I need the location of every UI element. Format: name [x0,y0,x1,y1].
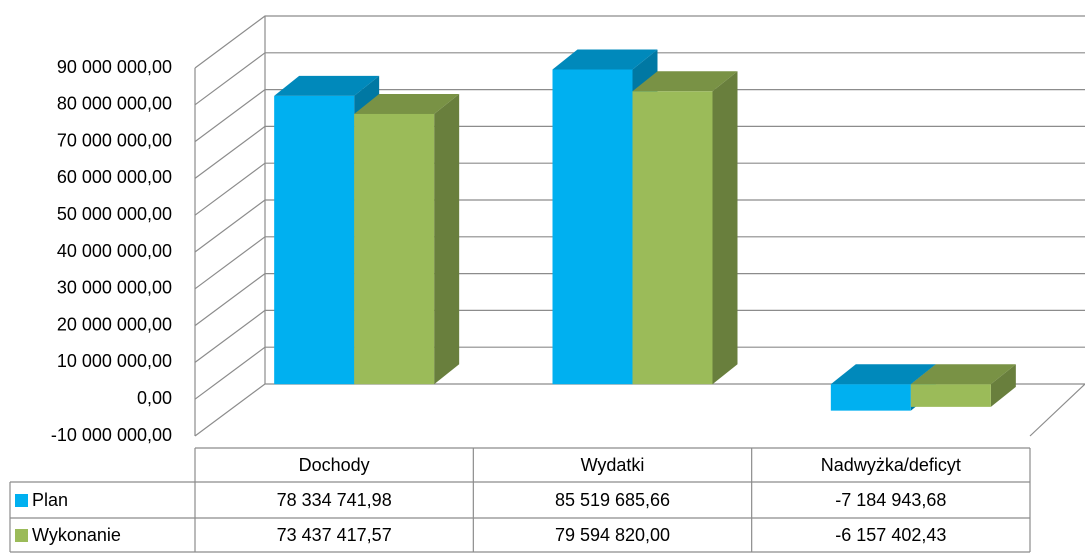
legend-key [15,494,28,507]
bar-top [910,364,1016,385]
bar [910,364,1016,407]
bar-front [274,95,355,385]
table-value: 85 519 685,66 [555,490,670,510]
floor-edge [1029,383,1085,437]
grid-line [194,125,1085,179]
x-tick-label: Wydatki [581,455,645,475]
grid-line [194,15,1085,69]
bar-top [354,93,460,114]
x-tick-label: Nadwyżka/deficyt [821,455,961,475]
table-value: 79 594 820,00 [555,525,670,545]
grid-line [194,52,1085,106]
bar-top [274,75,380,96]
bar-front [830,384,911,411]
y-tick-label: 70 000 000,00 [57,130,172,150]
grid-line [194,346,1085,400]
y-tick-label: 60 000 000,00 [57,167,172,187]
bar-front [910,384,991,407]
grid-line [194,162,1085,216]
grid-line [194,309,1085,363]
y-tick-label: 30 000 000,00 [57,278,172,298]
bar-front [354,113,435,385]
bar-front [552,69,633,385]
legend-label: Plan [32,490,68,510]
grid-line [194,383,1085,437]
y-tick-label: -10 000 000,00 [51,425,172,445]
bar-side [990,364,1016,407]
x-tick-label: Dochody [299,455,370,475]
bar-top [632,71,738,92]
legend-label: Wykonanie [32,525,121,545]
table-value: 78 334 741,98 [277,490,392,510]
y-tick-label: 0,00 [137,388,172,408]
y-tick-label: 90 000 000,00 [57,57,172,77]
bar [354,93,460,385]
bar-side [712,71,738,385]
grid-line [194,88,1085,143]
table-value: -7 184 943,68 [835,490,946,510]
bar [632,71,738,385]
table-value: 73 437 417,57 [277,525,392,545]
bar-front [632,91,713,385]
table-value: -6 157 402,43 [835,525,946,545]
grid-line [194,273,1085,327]
grid-line [194,199,1085,253]
grid-line [194,236,1085,290]
y-tick-label: 50 000 000,00 [57,204,172,224]
bar-side [434,93,460,385]
y-tick-label: 40 000 000,00 [57,241,172,261]
bar-top [830,364,936,385]
y-tick-label: 10 000 000,00 [57,351,172,371]
y-tick-label: 20 000 000,00 [57,314,172,334]
y-tick-label: 80 000 000,00 [57,94,172,114]
legend-key [15,529,28,542]
bar-top [552,49,658,70]
